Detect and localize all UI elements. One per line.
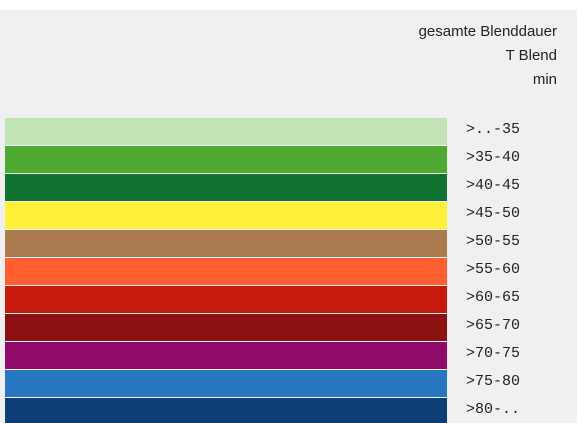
legend-swatch [5, 258, 447, 285]
legend-swatch [5, 202, 447, 229]
legend-label: >35-40 [466, 149, 521, 166]
legend-swatch [5, 118, 447, 145]
legend-item: >35-40 [0, 145, 577, 173]
legend-label: >40-45 [466, 177, 521, 194]
legend-label: >..-35 [466, 121, 521, 138]
legend-swatch [5, 370, 447, 397]
legend-swatch [5, 314, 447, 341]
legend-label: >70-75 [466, 345, 521, 362]
legend-swatch [5, 146, 447, 173]
legend-item: >60-65 [0, 285, 577, 313]
header-line: gesamte Blenddauer [418, 23, 557, 40]
legend-label: >50-55 [466, 233, 521, 250]
legend-label: >75-80 [466, 373, 521, 390]
header-line: T Blend [505, 47, 557, 64]
legend-label: >65-70 [466, 317, 521, 334]
legend-label: >55-60 [466, 261, 521, 278]
legend-item: >50-55 [0, 229, 577, 257]
legend-item: >70-75 [0, 341, 577, 369]
legend-item: >45-50 [0, 201, 577, 229]
legend-swatch [5, 230, 447, 257]
legend-label: >80-.. [466, 401, 521, 418]
legend-item: >75-80 [0, 369, 577, 397]
legend-item: >65-70 [0, 313, 577, 341]
legend-swatch [5, 342, 447, 369]
header-line: min [532, 71, 557, 88]
legend-swatch [5, 398, 447, 423]
legend-item: >..-35 [0, 117, 577, 145]
legend-item: >80-.. [0, 397, 577, 423]
legend-label: >60-65 [466, 289, 521, 306]
legend-item: >55-60 [0, 257, 577, 285]
legend-swatch [5, 286, 447, 313]
legend-swatch [5, 174, 447, 201]
legend-panel: gesamte Blenddauer T Blend min >..-35 >35-40… [0, 10, 577, 423]
legend-item: >40-45 [0, 173, 577, 201]
legend-label: >45-50 [466, 205, 521, 222]
